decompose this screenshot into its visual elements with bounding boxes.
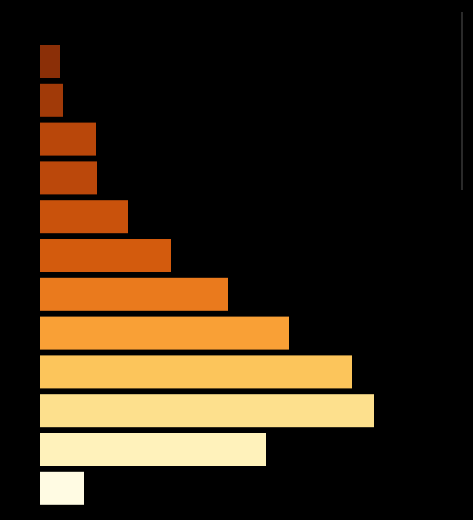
bar-2: [40, 83, 63, 117]
bar-8: [40, 316, 289, 350]
bar-1: [40, 45, 60, 78]
bar-9: [40, 355, 352, 389]
bar-3: [40, 122, 96, 156]
right-edge-line: [461, 12, 463, 190]
bar-7: [40, 277, 228, 311]
bar-5: [40, 200, 128, 234]
bar-11: [40, 433, 266, 466]
bar-12: [40, 471, 84, 505]
bar-6: [40, 239, 171, 272]
bar-4: [40, 161, 97, 195]
bar-10: [40, 394, 374, 428]
